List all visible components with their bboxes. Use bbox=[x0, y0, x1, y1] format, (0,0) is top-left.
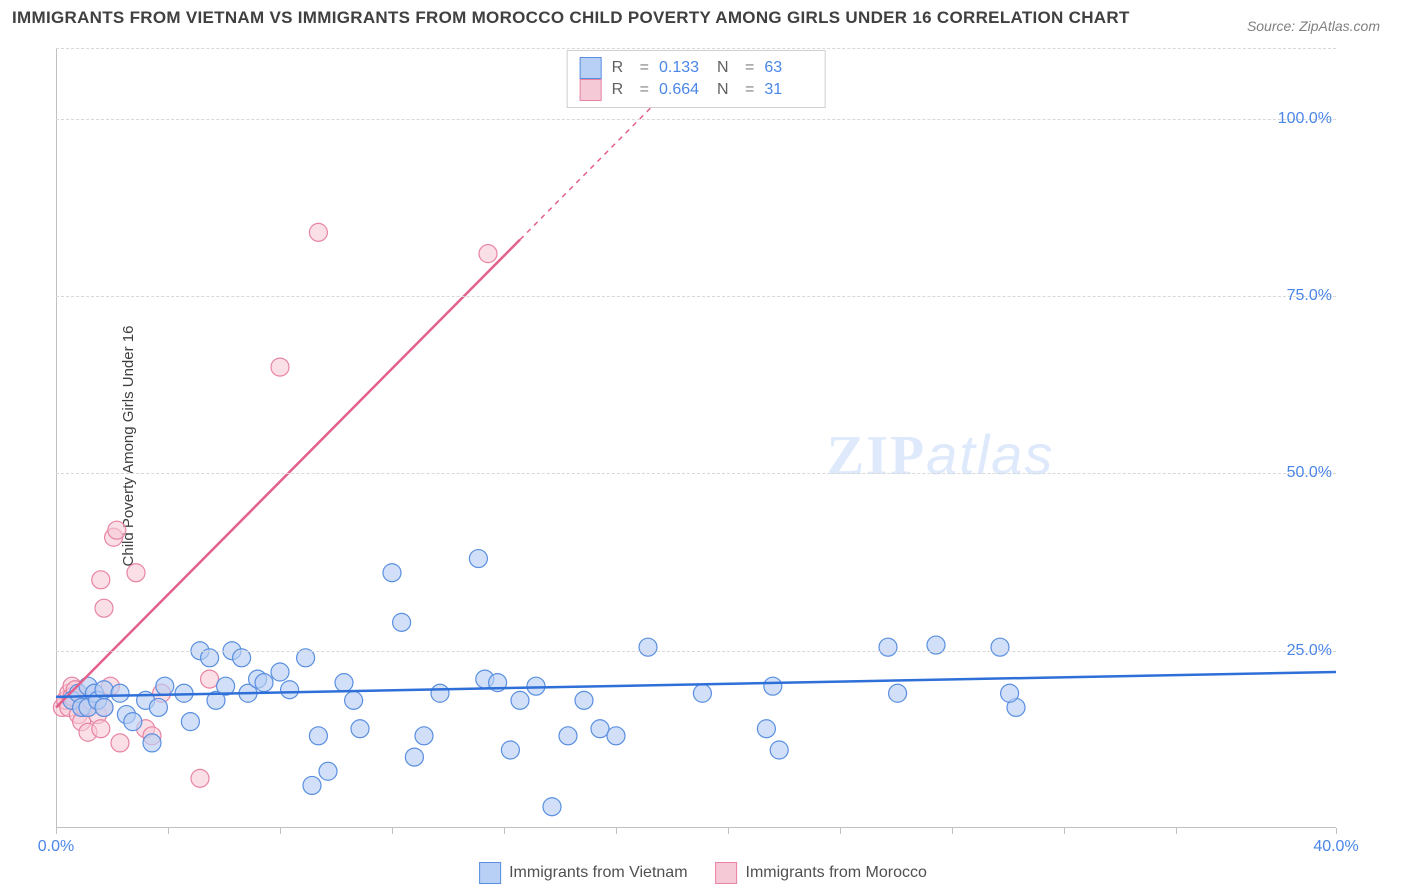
data-point-vietnam bbox=[501, 741, 519, 759]
x-tick bbox=[1176, 828, 1177, 834]
data-point-morocco bbox=[127, 564, 145, 582]
y-tick-label: 50.0% bbox=[1287, 464, 1332, 482]
x-tick-label: 0.0% bbox=[38, 838, 74, 856]
data-point-vietnam bbox=[405, 748, 423, 766]
data-point-vietnam bbox=[693, 684, 711, 702]
legend-swatch-morocco bbox=[716, 862, 738, 884]
legend-entry-morocco: Immigrants from Morocco bbox=[716, 862, 927, 884]
data-point-morocco bbox=[201, 670, 219, 688]
x-tick bbox=[616, 828, 617, 834]
legend-stats: R = 0.133 N = 63 R = 0.664 N = 31 bbox=[567, 50, 826, 108]
y-tick-label: 75.0% bbox=[1287, 287, 1332, 305]
gridline bbox=[56, 296, 1336, 297]
data-point-vietnam bbox=[607, 727, 625, 745]
x-tick bbox=[952, 828, 953, 834]
y-tick-label: 25.0% bbox=[1287, 642, 1332, 660]
data-point-vietnam bbox=[124, 713, 142, 731]
data-point-morocco bbox=[92, 720, 110, 738]
data-point-vietnam bbox=[393, 613, 411, 631]
data-point-vietnam bbox=[303, 776, 321, 794]
data-point-vietnam bbox=[143, 734, 161, 752]
swatch-vietnam bbox=[580, 57, 602, 79]
data-point-vietnam bbox=[181, 713, 199, 731]
data-point-vietnam bbox=[559, 727, 577, 745]
x-tick bbox=[840, 828, 841, 834]
data-point-vietnam bbox=[415, 727, 433, 745]
data-point-morocco bbox=[92, 571, 110, 589]
data-point-vietnam bbox=[889, 684, 907, 702]
data-point-vietnam bbox=[757, 720, 775, 738]
x-tick bbox=[1336, 828, 1337, 834]
data-point-morocco bbox=[111, 734, 129, 752]
data-point-vietnam bbox=[271, 663, 289, 681]
data-point-vietnam bbox=[469, 550, 487, 568]
gridline bbox=[56, 48, 1336, 49]
data-point-vietnam bbox=[879, 638, 897, 656]
plot-area: R = 0.133 N = 63 R = 0.664 N = 31 ZIPatl… bbox=[56, 48, 1336, 828]
chart-title: IMMIGRANTS FROM VIETNAM VS IMMIGRANTS FR… bbox=[12, 8, 1130, 27]
data-point-vietnam bbox=[575, 691, 593, 709]
data-point-morocco bbox=[191, 769, 209, 787]
data-point-vietnam bbox=[511, 691, 529, 709]
legend-swatch-vietnam bbox=[479, 862, 501, 884]
x-tick bbox=[504, 828, 505, 834]
data-point-vietnam bbox=[111, 684, 129, 702]
legend-label-vietnam: Immigrants from Vietnam bbox=[509, 864, 687, 882]
swatch-morocco bbox=[580, 79, 602, 101]
data-point-vietnam bbox=[591, 720, 609, 738]
legend-series: Immigrants from Vietnam Immigrants from … bbox=[479, 862, 927, 884]
scatter-svg bbox=[56, 48, 1336, 828]
data-point-vietnam bbox=[383, 564, 401, 582]
data-point-vietnam bbox=[156, 677, 174, 695]
x-tick bbox=[1064, 828, 1065, 834]
data-point-vietnam bbox=[255, 674, 273, 692]
data-point-vietnam bbox=[1001, 684, 1019, 702]
legend-label-morocco: Immigrants from Morocco bbox=[746, 864, 927, 882]
data-point-vietnam bbox=[335, 674, 353, 692]
data-point-vietnam bbox=[431, 684, 449, 702]
data-point-vietnam bbox=[309, 727, 327, 745]
data-point-vietnam bbox=[149, 698, 167, 716]
data-point-vietnam bbox=[764, 677, 782, 695]
source-label: Source: ZipAtlas.com bbox=[1247, 18, 1380, 34]
data-point-vietnam bbox=[639, 638, 657, 656]
data-point-vietnam bbox=[351, 720, 369, 738]
data-point-morocco bbox=[479, 245, 497, 263]
legend-stats-row-morocco: R = 0.664 N = 31 bbox=[580, 79, 813, 101]
gridline bbox=[56, 651, 1336, 652]
data-point-morocco bbox=[108, 521, 126, 539]
gridline bbox=[56, 119, 1336, 120]
data-point-vietnam bbox=[281, 681, 299, 699]
x-tick bbox=[392, 828, 393, 834]
data-point-vietnam bbox=[319, 762, 337, 780]
x-tick-label: 40.0% bbox=[1313, 838, 1358, 856]
data-point-morocco bbox=[95, 599, 113, 617]
data-point-vietnam bbox=[543, 798, 561, 816]
x-tick bbox=[168, 828, 169, 834]
y-tick-label: 100.0% bbox=[1278, 110, 1332, 128]
data-point-vietnam bbox=[770, 741, 788, 759]
x-tick bbox=[56, 828, 57, 834]
data-point-vietnam bbox=[345, 691, 363, 709]
legend-entry-vietnam: Immigrants from Vietnam bbox=[479, 862, 687, 884]
data-point-morocco bbox=[309, 223, 327, 241]
data-point-vietnam bbox=[95, 698, 113, 716]
data-point-vietnam bbox=[991, 638, 1009, 656]
gridline bbox=[56, 473, 1336, 474]
data-point-morocco bbox=[271, 358, 289, 376]
x-tick bbox=[280, 828, 281, 834]
legend-stats-row-vietnam: R = 0.133 N = 63 bbox=[580, 57, 813, 79]
x-tick bbox=[728, 828, 729, 834]
